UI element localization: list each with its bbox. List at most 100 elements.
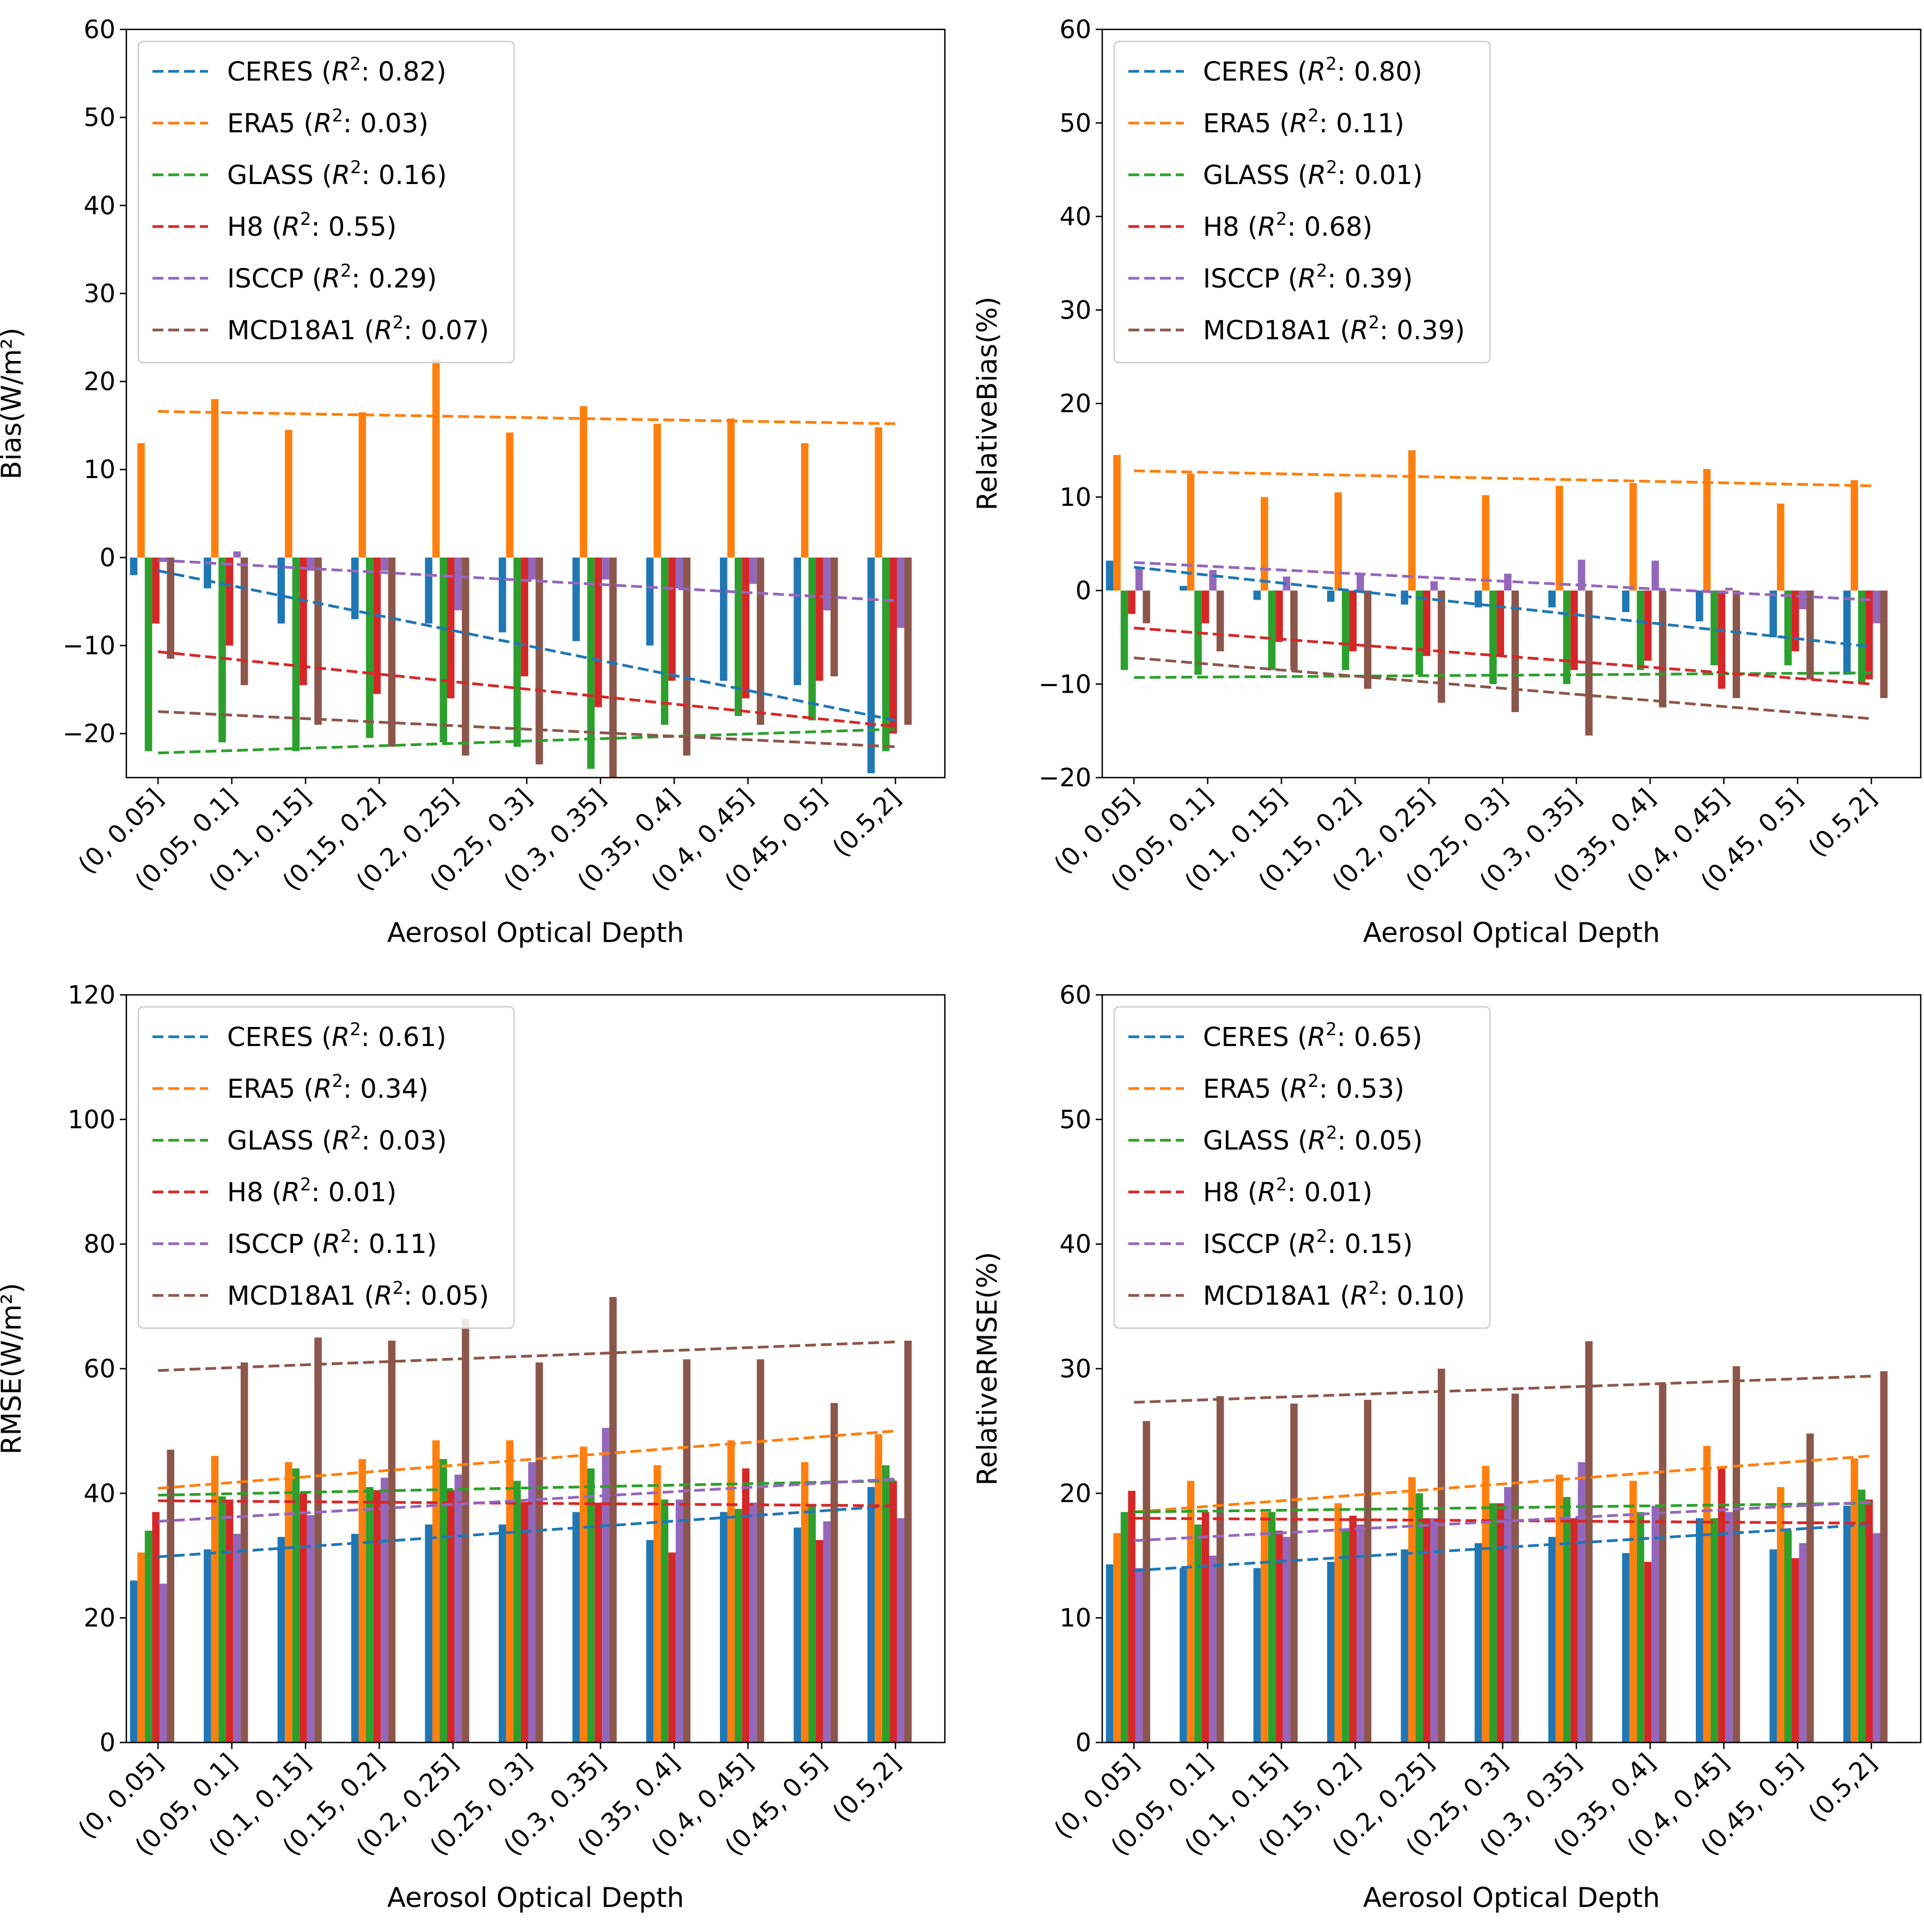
bar-mcd18a1-3 (1364, 1399, 1372, 1743)
y-tick-label: 120 (68, 980, 115, 1010)
bar-h8-8 (1718, 590, 1726, 689)
y-tick-label: 40 (1059, 1230, 1091, 1259)
bar-h8-5 (1497, 590, 1504, 656)
bar-mcd18a1-7 (1659, 590, 1666, 708)
x-axis-label: Aerosol Optical Depth (1363, 1882, 1660, 1913)
bar-glass-5 (1489, 1503, 1497, 1743)
bar-ceres-9 (793, 1527, 801, 1743)
legend-entry-mcd18a1: MCD18A1 (R2: 0.39) (1203, 312, 1465, 346)
trend-line-h8 (1134, 626, 1872, 686)
bar-ceres-8 (720, 557, 728, 681)
bar-h8-3 (373, 557, 381, 694)
bar-isccp-7 (675, 1499, 683, 1743)
bar-h8-5 (1497, 1503, 1504, 1743)
bar-ceres-5 (498, 1524, 506, 1743)
legend-entry-mcd18a1: MCD18A1 (R2: 0.07) (227, 312, 489, 346)
y-tick-label: 50 (1059, 1105, 1091, 1134)
y-tick-label: 30 (1059, 295, 1091, 325)
bar-mcd18a1-8 (1732, 590, 1740, 699)
bar-mcd18a1-6 (1585, 590, 1593, 736)
bar-h8-1 (1201, 590, 1210, 623)
bar-mcd18a1-9 (830, 557, 838, 677)
legend-entry-glass: GLASS (R2: 0.16) (227, 157, 447, 191)
legend-entry-isccp: ISCCP (R2: 0.15) (1203, 1226, 1413, 1260)
bar-mcd18a1-7 (683, 557, 691, 756)
bar-era5-8 (1703, 1446, 1711, 1743)
bar-glass-3 (366, 557, 374, 738)
bar-glass-10 (1858, 1489, 1866, 1743)
bar-mcd18a1-3 (388, 1341, 396, 1743)
bar-era5-5 (1482, 495, 1489, 591)
y-tick-label: 20 (83, 367, 115, 396)
y-tick-label: 80 (83, 1230, 115, 1259)
trend-line-glass (158, 1479, 896, 1497)
legend-entry-isccp: ISCCP (R2: 0.39) (1203, 260, 1413, 294)
bar-isccp-2 (1282, 576, 1291, 591)
bar-isccp-4 (454, 557, 462, 610)
bar-isccp-3 (381, 1477, 388, 1743)
bar-glass-1 (218, 1496, 226, 1743)
trend-line-h8 (158, 1499, 896, 1507)
bar-h8-2 (300, 1493, 307, 1743)
bar-ceres-2 (1253, 1568, 1261, 1743)
bar-isccp-5 (1504, 1487, 1512, 1743)
bar-isccp-2 (307, 1515, 315, 1743)
y-tick-label: 10 (1059, 482, 1091, 512)
bar-mcd18a1-6 (1585, 1341, 1593, 1743)
legend-box (137, 1006, 515, 1329)
bar-h8-5 (521, 557, 528, 677)
bar-mcd18a1-10 (904, 1341, 912, 1743)
bar-mcd18a1-3 (1364, 590, 1372, 689)
bar-isccp-9 (1799, 590, 1807, 609)
bar-era5-6 (579, 1446, 588, 1743)
bar-ceres-5 (498, 557, 506, 633)
trend-line-isccp (1134, 1500, 1872, 1542)
bar-ceres-6 (1548, 590, 1556, 608)
legend-entry-era5: ERA5 (R2: 0.11) (1203, 105, 1404, 139)
bar-mcd18a1-3 (388, 557, 396, 747)
bar-glass-6 (1563, 590, 1571, 684)
bar-isccp-0 (159, 1583, 167, 1743)
bar-era5-3 (1334, 1503, 1342, 1743)
legend-entry-ceres: CERES (R2: 0.65) (1203, 1019, 1422, 1053)
bar-glass-4 (1415, 1493, 1424, 1743)
bar-h8-0 (1128, 1490, 1135, 1743)
bar-ceres-7 (646, 1540, 654, 1743)
bar-glass-1 (1194, 1524, 1202, 1743)
legend-entry-glass: GLASS (R2: 0.03) (227, 1122, 447, 1156)
legend-entry-ceres: CERES (R2: 0.80) (1203, 53, 1422, 87)
legend-entry-glass: GLASS (R2: 0.01) (1203, 157, 1423, 191)
bar-mcd18a1-5 (1511, 1393, 1519, 1743)
legend-box (137, 40, 515, 364)
bar-ceres-2 (277, 557, 285, 624)
bar-mcd18a1-1 (240, 557, 248, 686)
bar-isccp-3 (1357, 1524, 1364, 1743)
bar-ceres-10 (1843, 1506, 1851, 1743)
bar-mcd18a1-1 (240, 1362, 248, 1743)
y-axis-label: Bias(W/m²) (0, 328, 27, 480)
plot-frame (125, 28, 946, 779)
bar-ceres-10 (867, 1487, 875, 1743)
bar-h8-3 (1349, 590, 1357, 652)
bar-era5-10 (1850, 1458, 1858, 1743)
legend-entry-mcd18a1: MCD18A1 (R2: 0.05) (227, 1277, 489, 1311)
bar-era5-7 (653, 424, 661, 558)
x-axis-label: Aerosol Optical Depth (387, 1882, 684, 1913)
bar-glass-5 (1489, 590, 1497, 684)
bar-glass-6 (587, 557, 595, 769)
bar-glass-10 (882, 557, 890, 751)
bar-isccp-8 (749, 1502, 757, 1743)
bar-isccp-6 (1578, 1462, 1585, 1743)
bar-era5-3 (1334, 492, 1342, 591)
bar-era5-4 (432, 1440, 440, 1743)
y-tick-label: 50 (1059, 108, 1091, 138)
legend: CERES (R2: 0.80) ERA5 (R2: 0.11) GLASS (R2… (1113, 40, 1491, 364)
bar-h8-6 (1570, 590, 1578, 670)
bar-era5-6 (579, 406, 588, 558)
bar-isccp-6 (1578, 559, 1585, 591)
legend-entry-isccp: ISCCP (R2: 0.11) (227, 1226, 437, 1260)
bar-glass-9 (1784, 1530, 1792, 1743)
bar-glass-2 (1268, 1512, 1276, 1743)
